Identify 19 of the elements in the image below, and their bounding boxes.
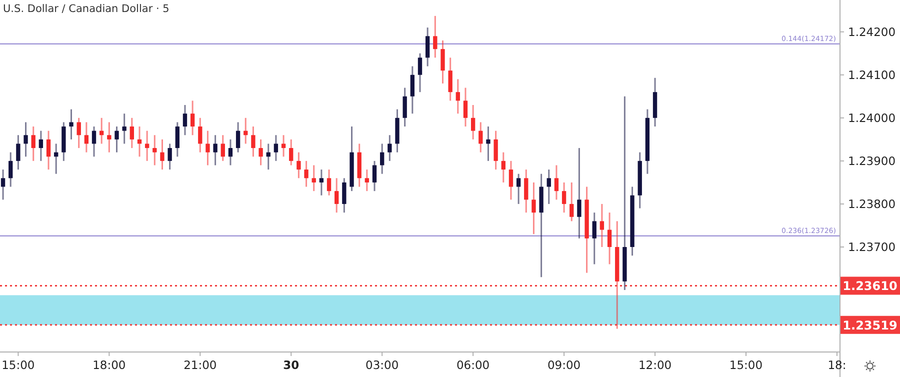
y-tick-label: 1.23800 — [848, 196, 896, 211]
x-tick-label: 12:00 — [638, 358, 672, 372]
x-tick-label: 06:00 — [456, 358, 490, 372]
y-tick-label: 1.24200 — [848, 24, 896, 39]
chart-title: U.S. Dollar / Canadian Dollar · 5 — [3, 3, 170, 15]
y-tick-label: 1.23700 — [848, 240, 896, 254]
x-tick-label: 30 — [283, 358, 300, 372]
y-tick-label: 1.24000 — [848, 110, 896, 125]
x-tick-label: 18:00 — [92, 358, 126, 372]
x-tick-label: 18: — [828, 358, 846, 372]
x-tick-label: 15:00 — [729, 358, 763, 372]
y-tick-label: 1.24100 — [848, 68, 896, 82]
x-tick-label: 03:00 — [366, 358, 399, 372]
y-tick-label: 1.23900 — [848, 154, 896, 168]
x-tick-label: 15:00 — [2, 358, 35, 372]
x-tick-label: 21:00 — [184, 358, 217, 372]
ref-line-label: 1.23519 — [842, 318, 898, 332]
x-tick-label: 09:00 — [547, 358, 581, 372]
ref-line-label: 1.23610 — [842, 279, 898, 294]
